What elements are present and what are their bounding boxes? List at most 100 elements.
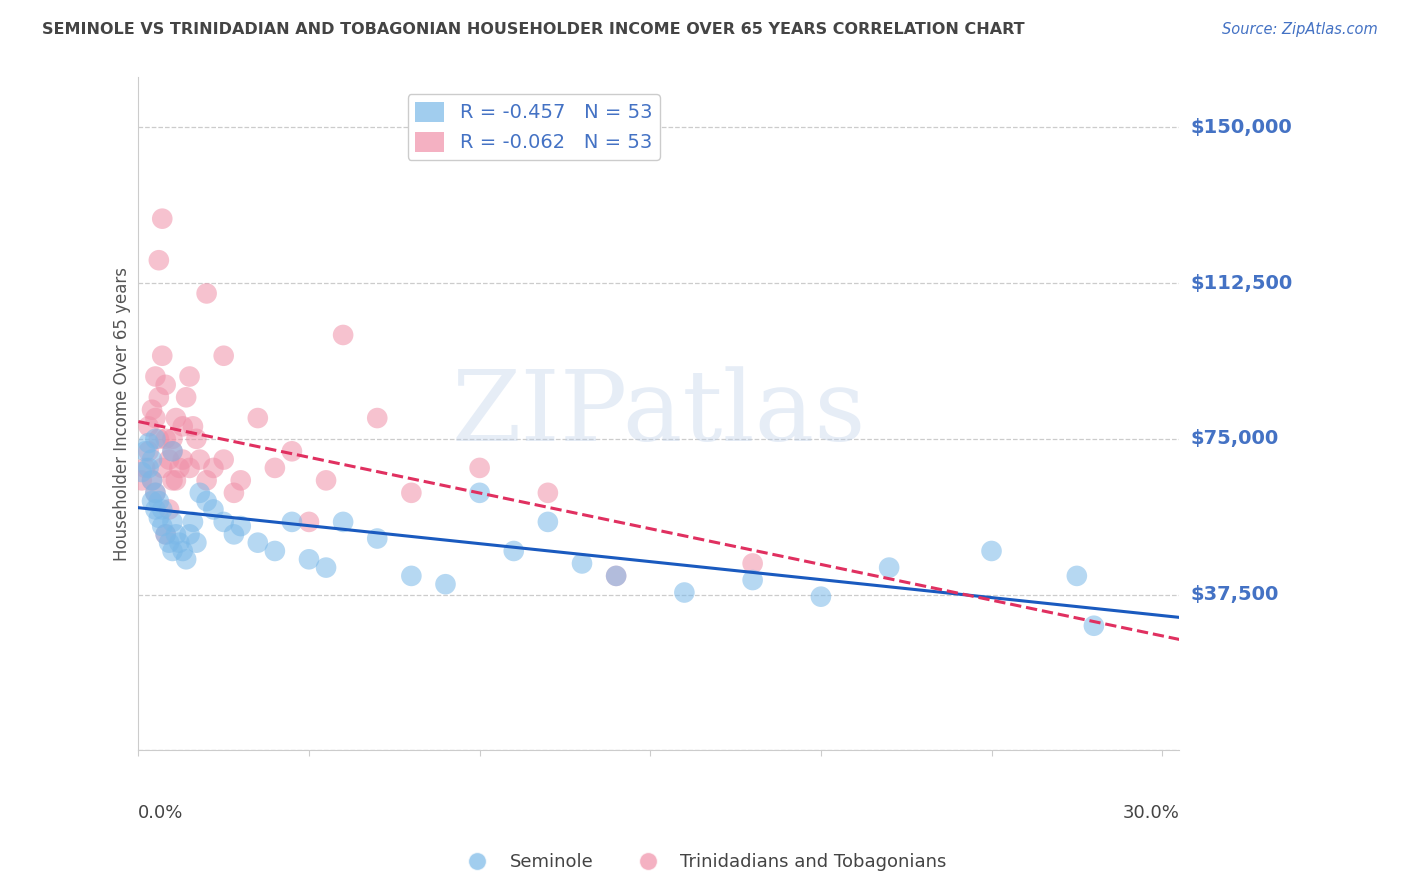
Point [315, 474, 337, 488]
Point [169, 461, 191, 475]
Point [186, 432, 208, 446]
Point [179, 369, 201, 384]
Point [212, 452, 235, 467]
Point [165, 411, 187, 425]
Point [179, 461, 201, 475]
Point [468, 485, 491, 500]
Point [157, 535, 180, 549]
Point [1066, 569, 1088, 583]
Point [138, 436, 160, 450]
Point [150, 502, 173, 516]
Y-axis label: Householder Income Over 65 years: Householder Income Over 65 years [114, 267, 131, 561]
Point [150, 461, 173, 475]
Point [222, 527, 245, 541]
Point [741, 573, 763, 587]
Point [145, 411, 167, 425]
Point [186, 535, 208, 549]
Point [134, 461, 156, 475]
Text: Source: ZipAtlas.com: Source: ZipAtlas.com [1222, 22, 1378, 37]
Text: $150,000: $150,000 [1191, 118, 1292, 136]
Point [131, 474, 153, 488]
Point [537, 515, 560, 529]
Point [332, 328, 354, 343]
Text: $75,000: $75,000 [1191, 429, 1278, 449]
Point [195, 286, 218, 301]
Point [212, 515, 235, 529]
Point [741, 557, 763, 571]
Point [179, 527, 201, 541]
Point [148, 432, 170, 446]
Point [315, 560, 337, 574]
Point [281, 444, 304, 458]
Point [401, 569, 423, 583]
Point [162, 515, 184, 529]
Point [155, 432, 177, 446]
Point [162, 432, 184, 446]
Point [172, 452, 194, 467]
Text: SEMINOLE VS TRINIDADIAN AND TOBAGONIAN HOUSEHOLDER INCOME OVER 65 YEARS CORRELAT: SEMINOLE VS TRINIDADIAN AND TOBAGONIAN H… [42, 22, 1025, 37]
Point [181, 515, 204, 529]
Text: ZIPatlas: ZIPatlas [451, 366, 866, 462]
Point [157, 502, 180, 516]
Point [188, 485, 211, 500]
Text: 30.0%: 30.0% [1122, 805, 1180, 822]
Legend: R = -0.457   N = 53, R = -0.062   N = 53: R = -0.457 N = 53, R = -0.062 N = 53 [408, 94, 661, 161]
Point [138, 444, 160, 458]
Point [148, 510, 170, 524]
Point [148, 253, 170, 268]
Point [155, 377, 177, 392]
Text: 0.0%: 0.0% [138, 805, 184, 822]
Point [155, 527, 177, 541]
Point [148, 390, 170, 404]
Point [1083, 619, 1105, 633]
Point [169, 535, 191, 549]
Point [131, 465, 153, 479]
Point [263, 544, 285, 558]
Point [468, 461, 491, 475]
Point [174, 552, 197, 566]
Point [134, 444, 156, 458]
Point [246, 535, 269, 549]
Text: $37,500: $37,500 [1191, 585, 1278, 604]
Point [605, 569, 627, 583]
Point [162, 444, 184, 458]
Point [138, 461, 160, 475]
Point [145, 432, 167, 446]
Point [157, 452, 180, 467]
Point [246, 411, 269, 425]
Point [145, 485, 167, 500]
Point [571, 557, 593, 571]
Point [298, 552, 321, 566]
Point [174, 390, 197, 404]
Point [229, 519, 252, 533]
Point [155, 527, 177, 541]
Point [138, 419, 160, 434]
Point [229, 474, 252, 488]
Point [141, 402, 163, 417]
Point [298, 515, 321, 529]
Point [150, 349, 173, 363]
Point [162, 474, 184, 488]
Point [980, 544, 1002, 558]
Point [366, 411, 388, 425]
Point [877, 560, 900, 574]
Point [141, 474, 163, 488]
Point [165, 527, 187, 541]
Point [195, 474, 218, 488]
Point [165, 474, 187, 488]
Point [366, 532, 388, 546]
Point [162, 444, 184, 458]
Point [332, 515, 354, 529]
Point [605, 569, 627, 583]
Point [202, 461, 225, 475]
Point [188, 452, 211, 467]
Point [195, 494, 218, 508]
Point [673, 585, 696, 599]
Point [172, 544, 194, 558]
Point [145, 369, 167, 384]
Point [434, 577, 457, 591]
Point [141, 494, 163, 508]
Point [145, 485, 167, 500]
Point [401, 485, 423, 500]
Point [281, 515, 304, 529]
